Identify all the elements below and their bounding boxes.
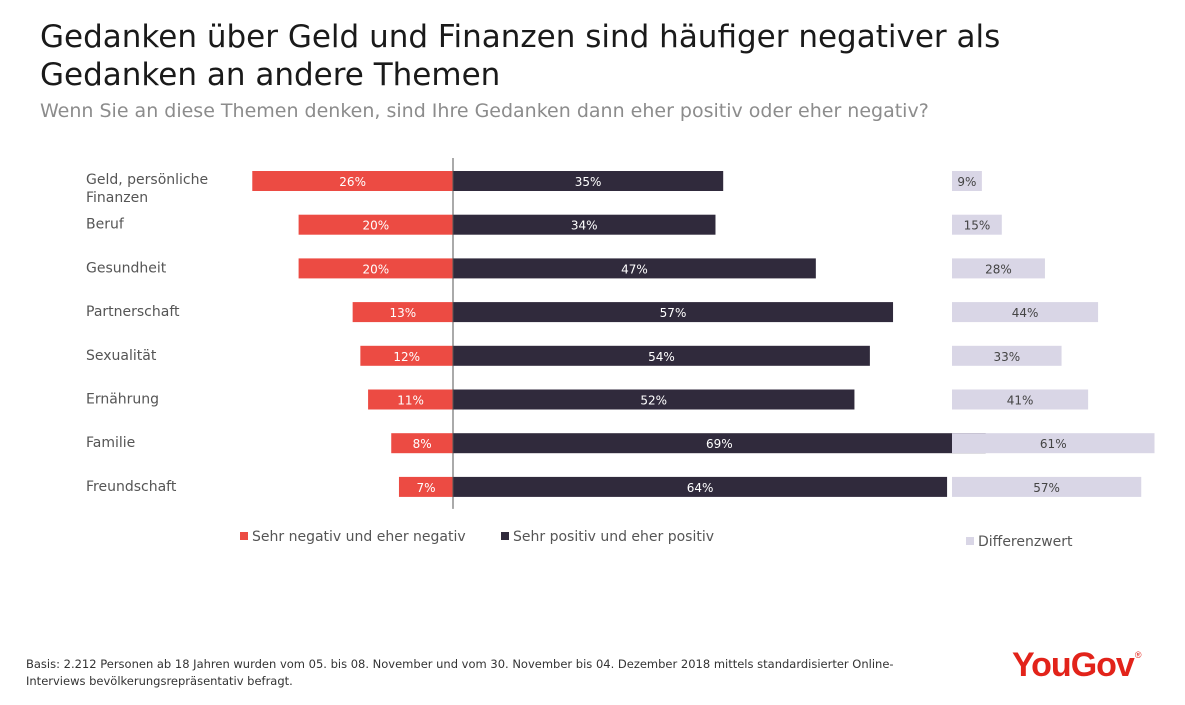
bar-difference [952, 171, 982, 191]
bar-positive [453, 258, 816, 279]
data-label-difference: 61% [1040, 437, 1067, 451]
data-label-negative: 12% [393, 350, 420, 364]
bar-negative [368, 389, 453, 410]
data-label-difference: 15% [964, 219, 991, 233]
data-label-positive: 54% [648, 350, 675, 364]
chart-title: Gedanken über Geld und Finanzen sind häu… [40, 19, 1001, 93]
category-label: Partnerschaft [86, 304, 180, 320]
data-label-negative: 20% [362, 219, 389, 233]
category-label: Gesundheit [86, 260, 167, 276]
legend-label: Sehr negativ und eher negativ [252, 529, 466, 545]
bars: 26% 35% 9% 20% 34% 15% 20% 47% 28% 13% 57% 44% 12% 54… [252, 158, 1155, 509]
data-label-negative: 26% [339, 175, 366, 189]
bar-difference [952, 433, 1155, 454]
bar-positive [453, 171, 724, 191]
data-label-positive: 57% [660, 306, 687, 320]
data-label-positive: 47% [621, 262, 648, 276]
category-label: Freundschaft [86, 479, 177, 495]
source-note: Basis: 2.212 Personen ab 18 Jahren wurde… [26, 657, 894, 688]
bar-difference [952, 345, 1062, 366]
data-label-negative: 13% [389, 306, 416, 320]
legend-swatch [240, 532, 248, 540]
data-label-negative: 7% [416, 481, 435, 495]
legend-swatch [966, 537, 974, 545]
bar-negative [252, 171, 453, 191]
category-label: Sexualität [86, 348, 157, 364]
bar-difference [952, 302, 1099, 323]
data-label-difference: 44% [1012, 306, 1039, 320]
bar-negative [360, 345, 453, 366]
data-label-difference: 41% [1007, 394, 1034, 408]
bar-difference [952, 214, 1002, 235]
data-label-difference: 9% [957, 175, 976, 189]
bar-positive [453, 389, 855, 410]
legend: Sehr negativ und eher negativ Sehr positi… [240, 529, 1073, 550]
bar-positive [453, 214, 716, 235]
bar-difference [952, 389, 1089, 410]
diverging-bar-chart: Geld, persönliche Finanzen Beruf Gesundheit… [86, 158, 1155, 550]
bar-negative [391, 433, 453, 454]
category-label: Geld, persönliche Finanzen [86, 172, 208, 206]
yougov-logo: YouGov® [1012, 646, 1142, 685]
bar-difference [952, 476, 1142, 497]
bar-difference [952, 258, 1045, 279]
data-label-positive: 64% [687, 481, 714, 495]
bar-positive [453, 433, 986, 454]
category-labels: Geld, persönliche Finanzen Beruf Gesundheit… [86, 172, 208, 495]
data-label-positive: 34% [571, 219, 598, 233]
bar-negative [352, 302, 453, 323]
category-label: Familie [86, 435, 135, 451]
bar-negative [298, 214, 453, 235]
data-label-positive: 69% [706, 437, 733, 451]
data-label-difference: 33% [993, 350, 1020, 364]
chart-subtitle: Wenn Sie an diese Themen denken, sind Ih… [40, 100, 929, 122]
bar-positive [453, 476, 948, 497]
legend-swatch [501, 532, 509, 540]
legend-label: Sehr positiv und eher positiv [513, 529, 714, 545]
logo-mark: ® [1134, 650, 1142, 660]
data-label-positive: 52% [640, 394, 667, 408]
category-label: Ernährung [86, 392, 159, 408]
legend-label: Differenzwert [978, 534, 1073, 550]
bar-negative [298, 258, 453, 279]
data-label-positive: 35% [575, 175, 602, 189]
data-label-negative: 20% [362, 262, 389, 276]
data-label-difference: 57% [1033, 481, 1060, 495]
data-label-negative: 8% [413, 437, 432, 451]
data-label-negative: 11% [397, 394, 424, 408]
bar-positive [453, 345, 870, 366]
category-label: Beruf [86, 217, 125, 233]
data-label-difference: 28% [985, 262, 1012, 276]
bar-positive [453, 302, 894, 323]
logo-text: YouGov [1012, 646, 1135, 684]
bar-negative [398, 476, 453, 497]
